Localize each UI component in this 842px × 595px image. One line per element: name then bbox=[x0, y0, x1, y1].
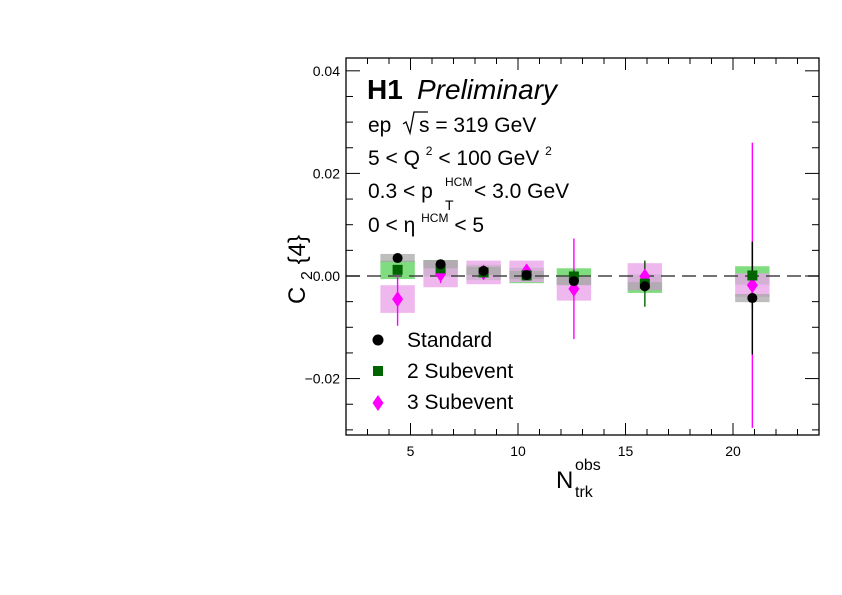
annotation-line4-b: < 5 bbox=[454, 214, 484, 237]
legend-label-2-subevent: 2 Subevent bbox=[407, 360, 513, 383]
legend-marker-2-subevent bbox=[373, 366, 383, 376]
legend: Standard 2 Subevent 3 Subevent bbox=[372, 329, 513, 414]
frame-layer: 5 10 15 20 −0.02 0.00 0.02 0.04 bbox=[305, 57, 820, 459]
legend-marker-standard bbox=[372, 334, 384, 346]
annotation-line1-b: s = 319 GeV bbox=[419, 114, 536, 137]
data-point bbox=[435, 259, 446, 270]
legend-marker-3-subevent bbox=[372, 395, 384, 411]
data-point bbox=[639, 281, 650, 292]
y-axis-title-main: C bbox=[284, 287, 311, 304]
annotation-status: Preliminary bbox=[417, 74, 559, 105]
annotation-line3: 0.3 < p bbox=[368, 180, 433, 203]
annotation-line3-a: 0.3 < p bbox=[368, 180, 433, 203]
annotation-line2-b: < 100 GeV bbox=[438, 147, 539, 170]
data-point bbox=[746, 277, 758, 294]
data-point bbox=[568, 276, 579, 287]
data-point bbox=[392, 264, 403, 275]
annotation-line4: 0 < η HCM < 5 bbox=[368, 204, 484, 237]
x-tick-label: 5 bbox=[407, 443, 415, 459]
x-tick-label: 15 bbox=[618, 443, 634, 459]
x-axis-title-sub: trk bbox=[575, 484, 594, 501]
data-point bbox=[478, 265, 489, 276]
annotation-line4-a: 0 < η bbox=[368, 214, 415, 237]
annotation-block: H1 Preliminary ep s = 319 GeV 5 < Q 2 < … bbox=[367, 74, 569, 237]
data-point bbox=[521, 269, 532, 280]
annotation-experiment: H1 bbox=[367, 74, 403, 105]
annotation-line3-sup: HCM bbox=[445, 175, 472, 189]
data-point bbox=[392, 291, 404, 308]
markers-layer bbox=[392, 253, 758, 308]
annotation-line2-sup2: 2 bbox=[545, 144, 552, 158]
x-tick-label: 20 bbox=[725, 443, 741, 459]
data-point bbox=[747, 293, 758, 304]
x-axis-title-sup: obs bbox=[575, 457, 601, 474]
y-axis-title-sub: 2 bbox=[299, 271, 316, 280]
annotation-line3-b: < 3.0 GeV bbox=[474, 180, 569, 203]
sqrt-symbol-icon bbox=[402, 111, 428, 136]
y-tick-label: −0.02 bbox=[305, 371, 341, 387]
y-axis-title-text: C 2 {4} bbox=[284, 235, 318, 304]
annotation-line4-sup: HCM bbox=[421, 211, 448, 225]
data-point bbox=[392, 253, 403, 264]
y-tick-label: 0.02 bbox=[313, 165, 340, 181]
y-tick-label: 0.00 bbox=[313, 268, 340, 284]
annotation-line2-a: 5 < Q bbox=[368, 147, 420, 170]
annotation-line3-sub: T bbox=[445, 197, 454, 213]
legend-label-standard: Standard bbox=[407, 329, 492, 352]
annotation-line2-sup: 2 bbox=[426, 144, 433, 158]
annotation-line2: 5 < Q 2 < 100 GeV 2 bbox=[368, 137, 552, 170]
data-point bbox=[747, 270, 758, 281]
y-tick-label: 0.04 bbox=[313, 63, 340, 79]
legend-label-3-subevent: 3 Subevent bbox=[407, 391, 513, 414]
annotation-line1-a: ep bbox=[368, 114, 391, 137]
y-axis-title-rest: {4} bbox=[284, 235, 311, 264]
x-tick-label: 10 bbox=[510, 443, 526, 459]
annotation-line1: ep s = 319 GeV bbox=[368, 114, 536, 137]
x-axis-title-main: N bbox=[556, 467, 573, 494]
x-axis-title: N obs trk bbox=[556, 457, 601, 501]
y-axis-title: C 2 {4} bbox=[284, 235, 318, 304]
